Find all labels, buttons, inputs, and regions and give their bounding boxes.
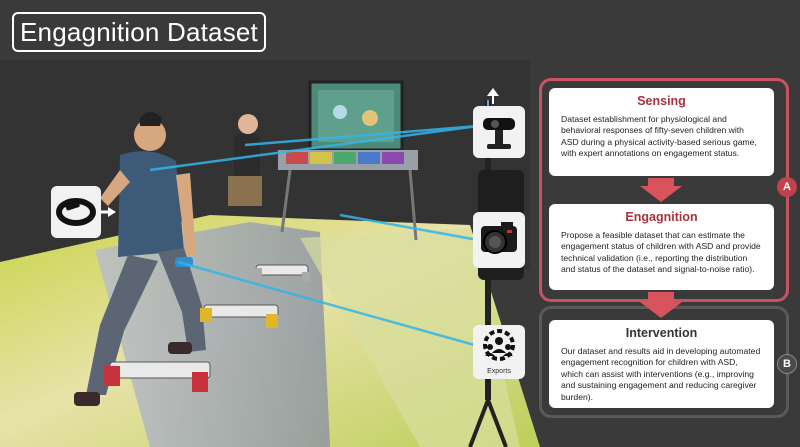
arrow-down-icon-2 bbox=[640, 292, 682, 318]
intervention-text: Our dataset and results aid in developin… bbox=[561, 346, 761, 402]
experts-icon bbox=[483, 329, 515, 361]
wearable-arrow-icon bbox=[108, 207, 116, 217]
engagnition-text: Propose a feasible dataset that can esti… bbox=[561, 230, 761, 275]
camera-icon bbox=[481, 222, 517, 254]
engagnition-card: Engagnition Propose a feasible dataset t… bbox=[549, 204, 774, 290]
engagnition-heading: Engagnition bbox=[625, 210, 698, 224]
camera-tile bbox=[473, 212, 525, 268]
sight-lines bbox=[149, 124, 479, 348]
experts-label: Exports bbox=[487, 368, 511, 375]
intervention-card: Intervention Our dataset and results aid… bbox=[549, 320, 774, 408]
child-body bbox=[118, 151, 184, 257]
page-title: Engagnition Dataset bbox=[20, 16, 258, 47]
experts-tile: Exports bbox=[473, 325, 525, 379]
sensing-heading: Sensing bbox=[637, 94, 686, 108]
wearable-tile bbox=[51, 186, 101, 238]
sensing-card: Sensing Dataset establishment for physio… bbox=[549, 88, 774, 176]
floor-strip bbox=[95, 222, 330, 447]
balance-beam bbox=[104, 361, 211, 392]
sensing-text: Dataset establishment for physiological … bbox=[561, 114, 757, 159]
webcam-tile bbox=[473, 106, 525, 158]
wristband-icon bbox=[56, 198, 96, 226]
webcam-icon bbox=[483, 118, 515, 149]
intervention-heading: Intervention bbox=[625, 326, 698, 340]
arrow-down-icon bbox=[640, 178, 682, 202]
title-box: Engagnition Dataset bbox=[12, 12, 266, 52]
badge-a: A bbox=[777, 177, 797, 197]
badge-b: B bbox=[777, 354, 797, 374]
